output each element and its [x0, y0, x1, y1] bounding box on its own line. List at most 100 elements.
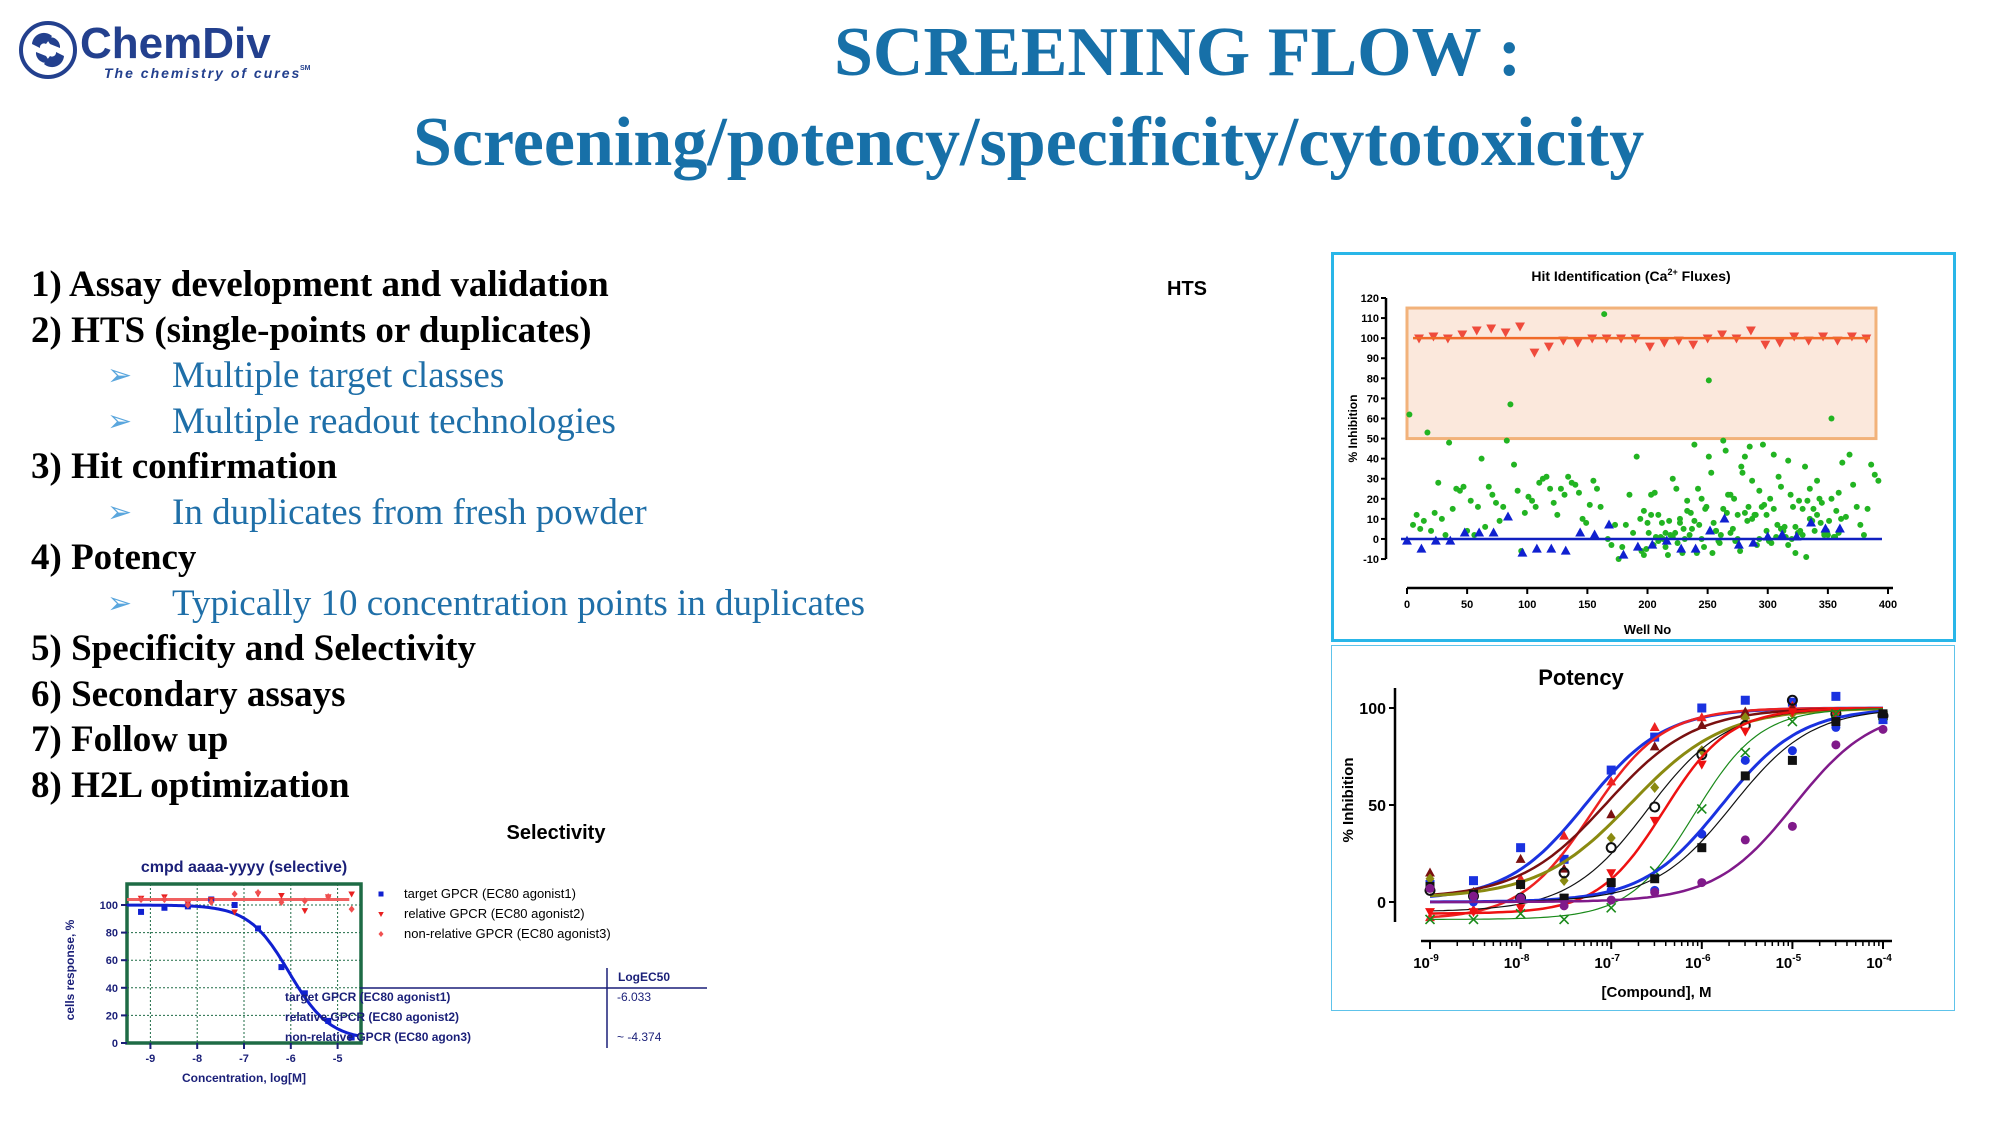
- y-tick-label: 90: [1367, 353, 1379, 365]
- data-point: [231, 890, 238, 898]
- data-point: [1740, 727, 1751, 737]
- legend-label: non-relative GPCR (EC80 agonist3): [404, 926, 611, 941]
- data-point: [1449, 505, 1456, 512]
- data-point: [1740, 771, 1750, 781]
- data-point: [1839, 459, 1846, 466]
- data-point: [1705, 377, 1712, 384]
- data-point: [1606, 832, 1616, 844]
- data-point: [1799, 531, 1806, 538]
- data-point: [1425, 908, 1435, 918]
- data-point: [1804, 497, 1811, 504]
- data-point: [1606, 895, 1616, 905]
- y-tick-label: 100: [1361, 333, 1379, 345]
- data-point: [1612, 521, 1619, 528]
- data-point: [1420, 517, 1427, 524]
- data-point: [1486, 324, 1497, 334]
- data-point: [1723, 509, 1730, 516]
- data-point: [1644, 342, 1655, 352]
- data-point: [1517, 547, 1528, 557]
- data-point: [1478, 455, 1485, 462]
- selectivity-chart: Selectivity cmpd aaaa-yyyy (selective) 0 20…: [63, 822, 707, 1085]
- x-tick-label: -6: [286, 1053, 296, 1065]
- data-point: [1515, 908, 1526, 919]
- data-point: [1662, 543, 1669, 550]
- data-point: [1435, 479, 1442, 486]
- data-point: [1696, 749, 1708, 761]
- data-point: [1575, 489, 1582, 496]
- arrow-bullet-icon: ➢: [107, 404, 133, 438]
- step-item: 5) Specificity and Selectivity: [31, 628, 476, 669]
- data-point: [1558, 867, 1570, 879]
- data-point: [1630, 529, 1637, 536]
- data-point: [1516, 843, 1526, 853]
- chemdiv-logo: ChemDiv The chemistry of cures SM: [19, 19, 311, 81]
- data-point: [1456, 487, 1463, 494]
- logo-wordmark: ChemDiv: [80, 19, 271, 68]
- data-point: [1425, 867, 1435, 877]
- data-point: [1474, 527, 1485, 537]
- data-point: [1622, 521, 1629, 528]
- data-point: [1554, 511, 1561, 518]
- data-point: [1601, 311, 1608, 318]
- data-point: [1761, 501, 1768, 508]
- data-point: [1559, 830, 1570, 840]
- x-tick-label: -8: [192, 1053, 202, 1065]
- hit-window: [1405, 306, 1878, 441]
- data-point: [1515, 904, 1526, 914]
- chart-subtitle: cmpd aaaa-yyyy (selective): [141, 859, 347, 876]
- data-point: [1745, 503, 1752, 510]
- step-item: 6) Secondary assays: [31, 673, 346, 715]
- data-point: [1737, 548, 1744, 555]
- data-point: [1428, 527, 1435, 534]
- data-point: [1640, 507, 1647, 514]
- x-tick-label: 300: [1759, 599, 1777, 611]
- data-point: [1835, 489, 1842, 496]
- x-tick-exponent: -9: [1430, 953, 1439, 964]
- data-point: [1719, 513, 1730, 523]
- table-row-value: -6.033: [617, 990, 651, 1004]
- data-point: [1606, 869, 1617, 879]
- data-point: [1560, 545, 1571, 555]
- data-point: [1749, 477, 1756, 484]
- data-point: [1416, 543, 1427, 553]
- data-point: [1424, 429, 1431, 436]
- data-point: [1644, 519, 1651, 526]
- data-point: [1606, 765, 1616, 775]
- data-point: [1550, 499, 1557, 506]
- table-header: LogEC50: [618, 970, 670, 984]
- data-point: [1606, 776, 1617, 786]
- chart-title-end: Fluxes): [1678, 268, 1731, 284]
- data-point: [1785, 541, 1792, 548]
- data-point: [1803, 554, 1810, 561]
- data-point: [1507, 401, 1514, 408]
- data-point: [1589, 529, 1600, 539]
- data-point: [1647, 539, 1658, 549]
- data-point: [1733, 539, 1744, 549]
- data-point: [1734, 511, 1741, 518]
- data-point: [1820, 523, 1831, 533]
- data-point: [1697, 829, 1707, 839]
- y-tick-label: 10: [1367, 514, 1379, 526]
- x-axis-label: [Compound], M: [1602, 984, 1712, 1001]
- data-point: [1745, 326, 1756, 336]
- data-point: [1559, 893, 1569, 903]
- data-point: [1604, 519, 1614, 529]
- data-point: [1649, 722, 1660, 731]
- data-point: [1785, 457, 1792, 464]
- data-point: [1482, 523, 1489, 530]
- data-point: [1583, 519, 1590, 526]
- data-point: [301, 908, 309, 915]
- step-subitem: ➢ Multiple readout technologies: [31, 399, 865, 445]
- hit-identification-chart: Hit Identification (Ca2+ Fluxes) -10 0 10 20…: [1346, 267, 1897, 637]
- data-point: [255, 888, 262, 897]
- data-point: [1828, 495, 1835, 502]
- data-point: [1626, 491, 1633, 498]
- data-point: [1846, 451, 1853, 458]
- y-tick-label: 0: [1373, 534, 1379, 546]
- data-point: [138, 908, 145, 915]
- data-point: [1468, 876, 1478, 886]
- x-tick-base: 10: [1504, 955, 1521, 972]
- data-point: [1511, 461, 1518, 468]
- step-subitem: ➢ Typically 10 concentration points in du…: [31, 581, 865, 627]
- data-point: [1640, 552, 1647, 559]
